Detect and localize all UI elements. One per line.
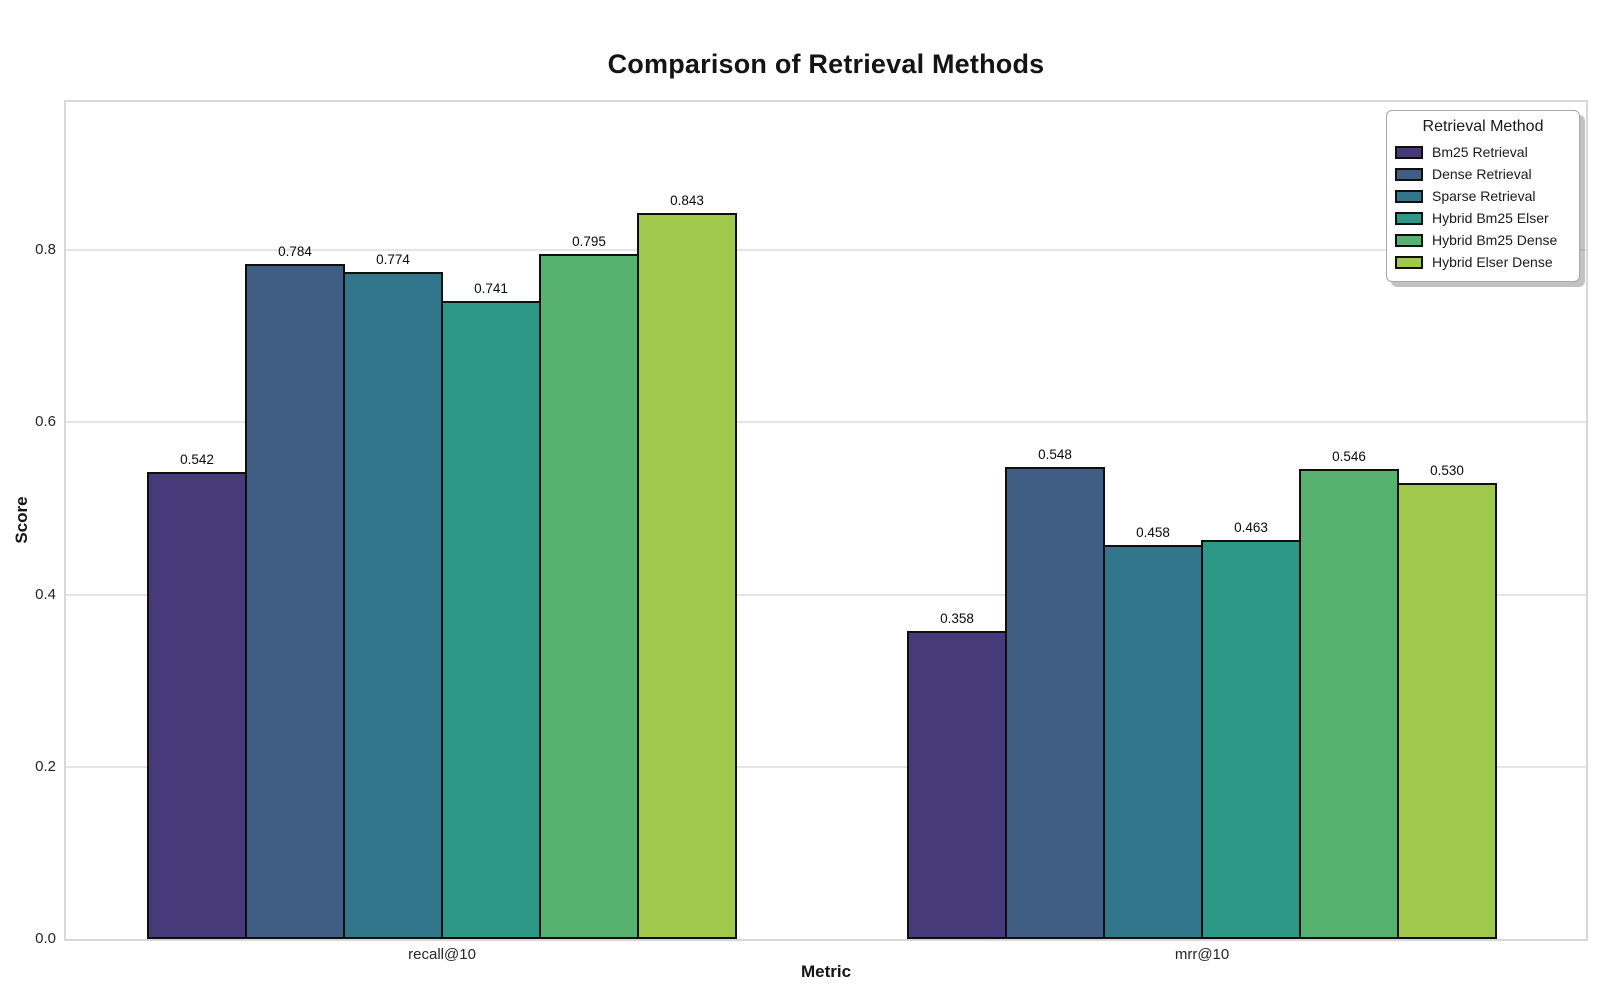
- legend-item-label: Hybrid Bm25 Dense: [1432, 232, 1558, 248]
- bar: 0.741: [441, 281, 542, 939]
- bar-value-label: 0.542: [180, 452, 214, 467]
- x-tick-label: recall@10: [408, 946, 476, 963]
- bar: 0.358: [907, 611, 1008, 939]
- bar: 0.774: [343, 252, 444, 939]
- bar-value-label: 0.548: [1038, 447, 1072, 462]
- legend-swatch: [1395, 167, 1423, 181]
- legend-item-label: Hybrid Elser Dense: [1432, 254, 1553, 270]
- bar-value-label: 0.458: [1136, 525, 1170, 540]
- legend-item-label: Sparse Retrieval: [1432, 188, 1536, 204]
- bar: 0.458: [1103, 525, 1204, 939]
- bar: 0.795: [539, 234, 640, 939]
- chart-title: Comparison of Retrieval Methods: [607, 49, 1045, 79]
- y-tick-label: 0.8: [35, 241, 56, 259]
- legend-item: Dense Retrieval: [1395, 163, 1571, 185]
- bar: 0.546: [1299, 449, 1400, 939]
- legend-item: Hybrid Bm25 Dense: [1395, 229, 1571, 251]
- bar-value-label: 0.741: [474, 281, 508, 296]
- legend-item-label: Hybrid Bm25 Elser: [1432, 210, 1549, 226]
- bar-value-label: 0.463: [1234, 520, 1268, 535]
- bar-value-label: 0.546: [1332, 449, 1366, 464]
- legend-item: Sparse Retrieval: [1395, 185, 1571, 207]
- bar: 0.542: [147, 452, 248, 939]
- legend-swatch: [1395, 145, 1423, 159]
- bar-value-label: 0.530: [1430, 463, 1464, 478]
- bar-group-recall@10: 0.542 0.784 0.774 0.741 0.795 0.843: [147, 193, 738, 939]
- bar: 0.548: [1005, 447, 1106, 939]
- legend-items: Bm25 Retrieval Dense Retrieval Sparse Retr…: [1395, 141, 1571, 273]
- y-axis-label: Score: [12, 496, 31, 544]
- legend-item: Bm25 Retrieval: [1395, 141, 1571, 163]
- x-tick-label: mrr@10: [1174, 946, 1230, 963]
- y-tick-label: 0.2: [35, 757, 56, 775]
- bar-group-mrr@10: 0.358 0.548 0.458 0.463 0.546 0.530: [907, 447, 1498, 939]
- bar-value-label: 0.795: [572, 234, 606, 249]
- bar-value-label: 0.774: [376, 252, 410, 267]
- legend-item: Hybrid Elser Dense: [1395, 251, 1571, 273]
- bar: 0.843: [637, 193, 738, 939]
- bar-value-label: 0.843: [670, 193, 704, 208]
- legend: Retrieval Method Bm25 Retrieval Dense Ret…: [1386, 110, 1580, 282]
- bar: 0.530: [1397, 463, 1498, 939]
- bar: 0.463: [1201, 520, 1302, 939]
- gridline: [66, 421, 1586, 424]
- bar: 0.784: [245, 244, 346, 939]
- legend-swatch: [1395, 211, 1423, 225]
- gridline: [66, 249, 1586, 252]
- bar-value-label: 0.358: [940, 611, 974, 626]
- legend-item-label: Dense Retrieval: [1432, 166, 1532, 182]
- bar-value-label: 0.784: [278, 244, 312, 259]
- legend-item-label: Bm25 Retrieval: [1432, 144, 1528, 160]
- gridline: [66, 765, 1586, 768]
- plot-area: Retrieval Method Bm25 Retrieval Dense Ret…: [64, 100, 1588, 941]
- x-axis-label: Metric: [800, 962, 852, 981]
- legend-title: Retrieval Method: [1422, 118, 1544, 135]
- legend-swatch: [1395, 189, 1423, 203]
- legend-swatch: [1395, 255, 1423, 269]
- gridline: [66, 593, 1586, 596]
- y-tick-label: 0.0: [35, 930, 56, 947]
- legend-item: Hybrid Bm25 Elser: [1395, 207, 1571, 229]
- y-tick-label: 0.6: [35, 413, 56, 431]
- y-tick-label: 0.4: [35, 585, 56, 603]
- legend-swatch: [1395, 233, 1423, 247]
